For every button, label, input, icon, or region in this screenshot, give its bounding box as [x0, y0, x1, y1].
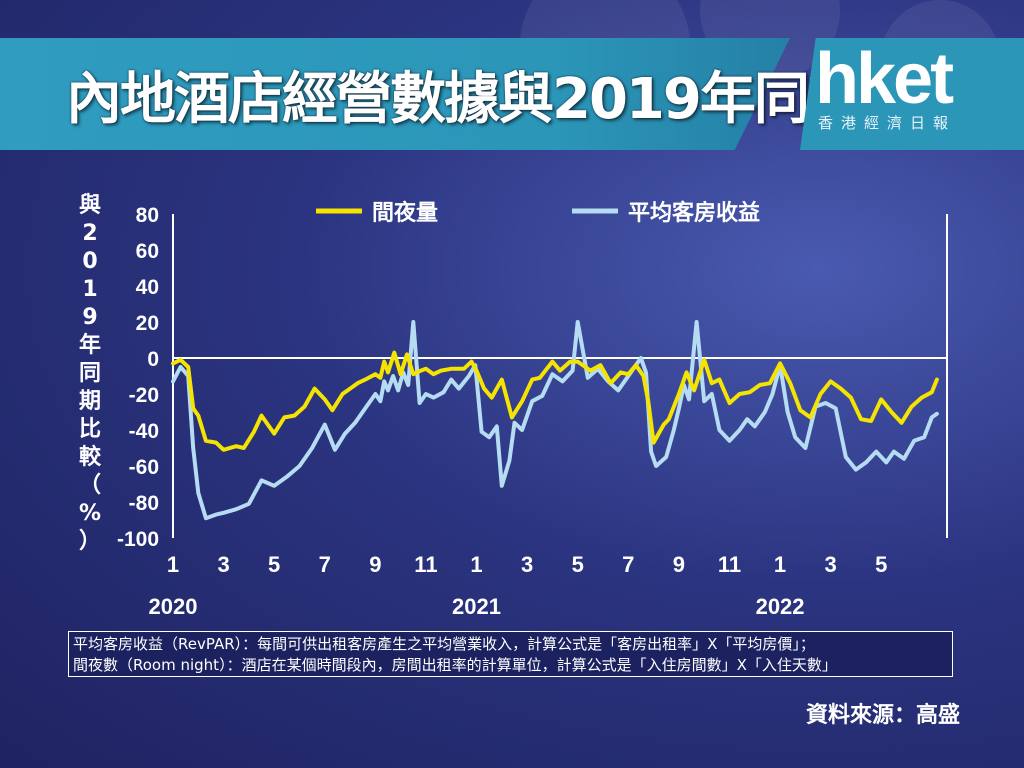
series-line-room-nights: [171, 350, 939, 452]
y-axis-title-char: %: [78, 501, 102, 526]
y-tick-label: -80: [129, 492, 159, 515]
y-tick-label: 80: [136, 204, 159, 227]
x-tick-label: 1: [470, 552, 482, 577]
y-tick-label: -60: [129, 456, 159, 479]
x-tick-label: 7: [622, 552, 634, 577]
y-axis-title-char: 比: [78, 417, 101, 442]
y-axis-title-char: 1: [82, 277, 98, 302]
x-tick-label: 1: [167, 552, 179, 577]
y-axis-title-char: （: [78, 473, 101, 498]
logo-panel: [800, 38, 1024, 150]
x-tick-label: 5: [572, 552, 584, 577]
y-axis-title-char: 較: [78, 445, 101, 470]
year-label: 2020: [149, 594, 198, 619]
y-axis-title-char: 2: [82, 221, 98, 246]
series-line-revpar: [171, 320, 939, 521]
y-tick-label: -40: [129, 420, 159, 443]
x-tick-label: 3: [217, 552, 229, 577]
x-tick-label: 9: [673, 552, 685, 577]
title-banner: [0, 38, 790, 150]
year-label: 2021: [452, 594, 501, 619]
y-tick-label: 20: [136, 312, 159, 335]
y-axis-title-char: 9: [82, 305, 98, 330]
x-tick-label: 5: [875, 552, 887, 577]
hket-logo: hket: [815, 39, 954, 119]
y-tick-label: -100: [117, 528, 159, 551]
x-tick-label: 1: [774, 552, 786, 577]
y-tick-label: 60: [136, 240, 159, 263]
y-axis-title-char: ）: [78, 529, 101, 554]
x-tick-label: 3: [521, 552, 533, 577]
x-tick-label: 11: [718, 552, 741, 577]
legend-revpar-label: 平均客房收益: [628, 200, 760, 226]
x-tick-label: 9: [369, 552, 381, 577]
y-axis-title-char: 同: [78, 361, 101, 386]
x-tick-label: 5: [268, 552, 280, 577]
note-line-room-night: 間夜數（Room night）：酒店在某個時間段內，房間出租率的計算單位，計算公…: [73, 656, 837, 674]
y-axis-title-char: 期: [78, 389, 101, 414]
year-label: 2022: [756, 594, 805, 619]
y-tick-label: 0: [147, 348, 159, 371]
y-axis-title-char: 年: [78, 333, 101, 358]
source-text: 資料來源：高盛: [806, 703, 961, 728]
y-axis-title-char: 與: [78, 193, 101, 218]
x-tick-label: 7: [319, 552, 331, 577]
y-tick-label: 40: [136, 276, 159, 299]
y-tick-label: -20: [129, 384, 159, 407]
y-axis-title: 與 2 0 1 9 年同期比較 （% ）: [75, 192, 105, 556]
x-tick-label: 11: [414, 552, 437, 577]
y-axis-title-char: 0: [82, 249, 98, 274]
definition-note: 平均客房收益（RevPAR）：每間可供出租客房產生之平均營業收入，計算公式是「客…: [68, 631, 953, 677]
x-tick-label: 3: [825, 552, 837, 577]
logo-subtitle: 香港經濟日報: [818, 114, 957, 132]
legend-room-nights-label: 間夜量: [372, 200, 438, 226]
note-line-revpar: 平均客房收益（RevPAR）：每間可供出租客房產生之平均營業收入，計算公式是「客…: [73, 635, 815, 653]
